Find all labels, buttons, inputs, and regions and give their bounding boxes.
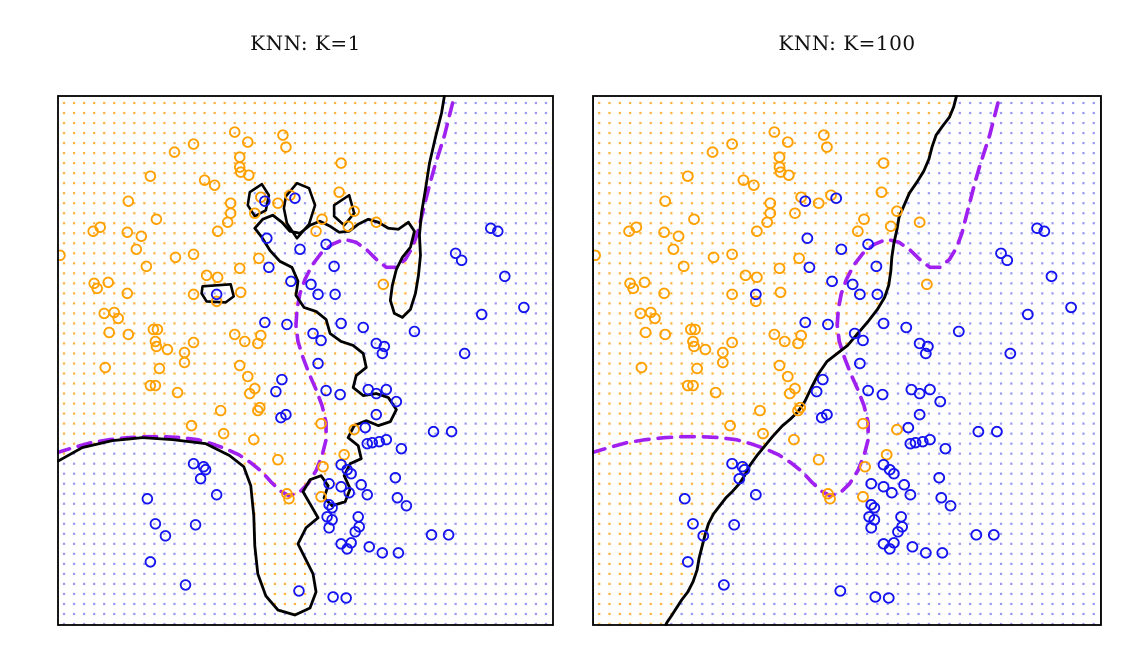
knn-boundary-island (282, 181, 317, 240)
panel-border (592, 95, 1102, 626)
knn-boundary-island (200, 283, 236, 304)
knn-k1-svg (57, 95, 554, 626)
knn-k1-plot (57, 95, 554, 626)
knn-decision-boundary (57, 95, 446, 617)
knn-k100-plot (592, 95, 1102, 626)
prediction-grid (598, 101, 1095, 626)
left-panel-title: KNN: K=1 (250, 31, 361, 55)
prediction-grid (62, 101, 548, 626)
right-panel-title: KNN: K=100 (778, 31, 916, 55)
orange-class-points (57, 126, 390, 505)
knn-boundary-island (332, 193, 356, 227)
panel-border (57, 95, 554, 626)
bayes-decision-boundary (592, 101, 1000, 498)
bayes-decision-boundary (57, 101, 455, 498)
blue-class-points (678, 192, 1077, 604)
knn-boundary-island (246, 182, 271, 218)
knn-decision-boundary (663, 95, 959, 626)
blue-class-points (141, 192, 530, 604)
knn-k100-svg (592, 95, 1102, 626)
orange-class-points (592, 126, 933, 505)
